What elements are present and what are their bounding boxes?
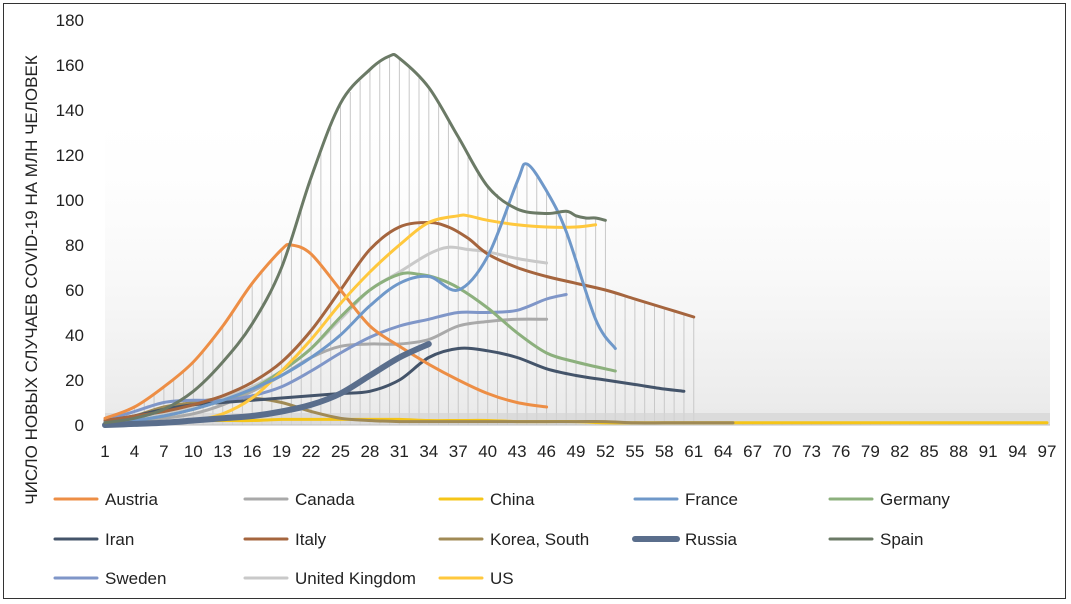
x-tick-label: 1 <box>100 442 109 461</box>
y-tick-label: 100 <box>56 191 84 210</box>
legend-label: Austria <box>105 490 158 509</box>
x-tick-label: 79 <box>861 442 880 461</box>
series-line-italy <box>103 221 696 422</box>
x-tick-label: 19 <box>272 442 291 461</box>
legend-item: Russia <box>632 530 738 549</box>
x-tick-label: 49 <box>567 442 586 461</box>
series-line-spain <box>103 52 607 425</box>
x-tick-label: 67 <box>743 442 762 461</box>
x-tick-label: 40 <box>478 442 497 461</box>
x-tick-label: 55 <box>625 442 644 461</box>
x-tick-label: 94 <box>1008 442 1027 461</box>
y-axis: 0 20 40 60 80 100 120 140 160 180 <box>56 11 84 435</box>
y-tick-label: 60 <box>65 281 84 300</box>
y-tick-label: 0 <box>75 416 84 435</box>
x-tick-label: 82 <box>890 442 909 461</box>
x-tick-label: 70 <box>773 442 792 461</box>
y-tick-label: 40 <box>65 326 84 345</box>
legend-label: Korea, South <box>490 530 589 549</box>
y-tick-label: 120 <box>56 146 84 165</box>
x-tick-label: 7 <box>159 442 168 461</box>
legend-item: Spain <box>828 530 923 549</box>
x-tick-label: 16 <box>243 442 262 461</box>
series-line-austria <box>103 242 549 420</box>
legend-item: Germany <box>828 490 950 509</box>
series-line-canada <box>103 317 549 423</box>
legend-label: Iran <box>105 530 134 549</box>
x-tick-label: 91 <box>979 442 998 461</box>
x-axis: 1 4 7 10 13 16 19 22 25 28 31 34 37 40 43 46 49 52 55 58 61 6… <box>100 424 1057 461</box>
x-tick-label: 61 <box>684 442 703 461</box>
x-tick-label: 4 <box>130 442 139 461</box>
legend-label: Sweden <box>105 569 166 588</box>
y-tick-label: 20 <box>65 371 84 390</box>
series-line-russia <box>102 341 432 428</box>
legend-label: Russia <box>685 530 738 549</box>
x-tick-label: 85 <box>920 442 939 461</box>
x-tick-label: 73 <box>802 442 821 461</box>
x-tick-label: 58 <box>655 442 674 461</box>
legend-item: Sweden <box>53 569 166 588</box>
x-tick-label: 10 <box>184 442 203 461</box>
x-tick-label: 28 <box>360 442 379 461</box>
x-tick-label: 22 <box>302 442 321 461</box>
series-lines <box>102 52 1049 428</box>
legend-label: France <box>685 490 738 509</box>
legend-item: Italy <box>243 530 327 549</box>
y-tick-label: 160 <box>56 56 84 75</box>
legend-label: United Kingdom <box>295 569 416 588</box>
legend: Austria Canada China France Germany Iran Italy… <box>53 490 950 588</box>
y-tick-label: 180 <box>56 11 84 30</box>
legend-label: Italy <box>295 530 327 549</box>
x-tick-label: 13 <box>213 442 232 461</box>
legend-item: Austria <box>53 490 158 509</box>
drop-lines <box>104 56 1048 425</box>
series-line-united-kingdom <box>103 245 549 425</box>
x-tick-label: 25 <box>331 442 350 461</box>
legend-label: Canada <box>295 490 355 509</box>
y-tick-label: 140 <box>56 101 84 120</box>
x-tick-label: 52 <box>596 442 615 461</box>
legend-label: Germany <box>880 490 950 509</box>
y-axis-label: ЧИСЛО НОВЫХ СЛУЧАЕВ COVID-19 НА МЛН ЧЕЛО… <box>22 55 41 505</box>
x-tick-label: 97 <box>1038 442 1057 461</box>
x-tick-label: 64 <box>714 442 733 461</box>
legend-item: Korea, South <box>438 530 589 549</box>
y-tick-label: 80 <box>65 236 84 255</box>
legend-item: China <box>438 490 535 509</box>
legend-item: United Kingdom <box>243 569 416 588</box>
legend-item: France <box>633 490 738 509</box>
series-line-sweden <box>103 293 568 422</box>
x-tick-label: 76 <box>831 442 850 461</box>
x-tick-label: 88 <box>949 442 968 461</box>
x-tick-label: 46 <box>537 442 556 461</box>
legend-label: Spain <box>880 530 923 549</box>
legend-item: US <box>438 569 514 588</box>
x-tick-label: 34 <box>419 442 438 461</box>
x-tick-label: 43 <box>508 442 527 461</box>
x-tick-label: 31 <box>390 442 409 461</box>
series-line-france <box>103 162 617 425</box>
legend-item: Iran <box>53 530 134 549</box>
legend-label: China <box>490 490 535 509</box>
legend-label: US <box>490 569 514 588</box>
x-tick-label: 37 <box>449 442 468 461</box>
legend-item: Canada <box>243 490 355 509</box>
